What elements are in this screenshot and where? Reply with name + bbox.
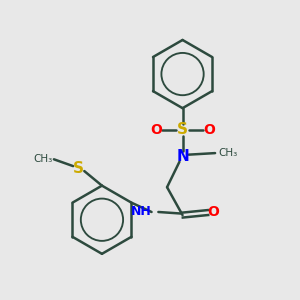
Text: S: S bbox=[177, 122, 188, 137]
Text: O: O bbox=[150, 123, 162, 137]
Text: N: N bbox=[176, 149, 189, 164]
Text: O: O bbox=[203, 123, 215, 137]
Text: NH: NH bbox=[131, 206, 152, 218]
Text: CH₃: CH₃ bbox=[33, 154, 52, 164]
Text: CH₃: CH₃ bbox=[218, 148, 237, 158]
Text: S: S bbox=[73, 161, 84, 176]
Text: O: O bbox=[208, 205, 220, 219]
